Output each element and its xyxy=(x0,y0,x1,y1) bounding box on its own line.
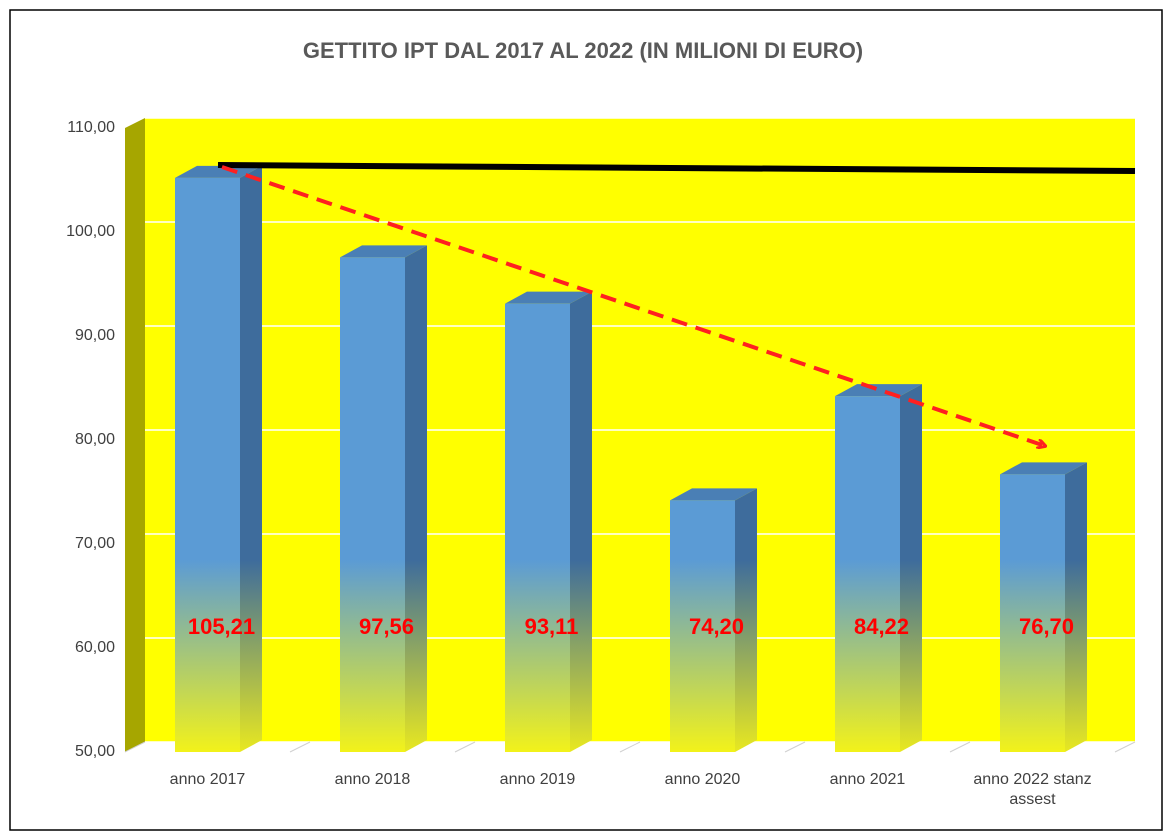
chart-title: GETTITO IPT DAL 2017 AL 2022 (IN MILIONI… xyxy=(303,38,863,63)
data-label: 105,21 xyxy=(188,614,255,639)
data-label: 93,11 xyxy=(525,614,579,639)
data-label: 76,70 xyxy=(1019,614,1074,639)
x-tick-label: anno 2020 xyxy=(664,771,741,788)
side-wall xyxy=(125,118,145,752)
y-tick-label: 70,00 xyxy=(75,535,115,552)
data-label: 97,56 xyxy=(359,614,414,639)
x-tick-label: anno 2017 xyxy=(169,771,246,788)
data-label: 74,20 xyxy=(689,614,744,639)
bar xyxy=(835,396,900,752)
y-tick-label: 60,00 xyxy=(75,639,115,656)
bar xyxy=(505,303,570,752)
bar-top xyxy=(670,488,757,501)
bar-top xyxy=(175,165,262,178)
floor-divider xyxy=(619,741,641,753)
bar-top xyxy=(340,245,427,258)
bar-side xyxy=(735,488,757,752)
bar-side xyxy=(570,291,592,752)
floor-divider xyxy=(1114,741,1136,753)
bar-side xyxy=(240,165,262,753)
floor-divider xyxy=(289,741,311,753)
data-label: 84,22 xyxy=(854,614,909,639)
y-tick-label: 90,00 xyxy=(75,327,115,344)
bar-side xyxy=(1065,462,1087,752)
floor-divider xyxy=(949,741,971,753)
x-tick-label: anno 2021 xyxy=(829,771,906,788)
bar xyxy=(1000,474,1065,752)
bar-top xyxy=(835,384,922,397)
x-tick-label: anno 2018 xyxy=(334,771,411,788)
floor-divider xyxy=(784,741,806,753)
y-tick-label: 100,00 xyxy=(66,223,115,240)
y-tick-label: 110,00 xyxy=(67,119,115,136)
reference-line xyxy=(217,162,1136,174)
x-tick-label: anno 2022 stanz assest xyxy=(973,771,1092,808)
y-tick-label: 50,00 xyxy=(75,743,115,760)
bar xyxy=(175,177,240,753)
trend-arrow xyxy=(221,165,1045,446)
floor-divider xyxy=(454,741,476,753)
bar-side xyxy=(900,384,922,752)
bar-top xyxy=(505,291,592,304)
x-tick-label: anno 2019 xyxy=(499,771,576,788)
bar xyxy=(340,257,405,752)
y-tick-label: 80,00 xyxy=(75,431,115,448)
bar xyxy=(670,500,735,752)
bar-top xyxy=(1000,462,1087,475)
floor-divider xyxy=(124,741,146,753)
bar-side xyxy=(405,245,427,752)
